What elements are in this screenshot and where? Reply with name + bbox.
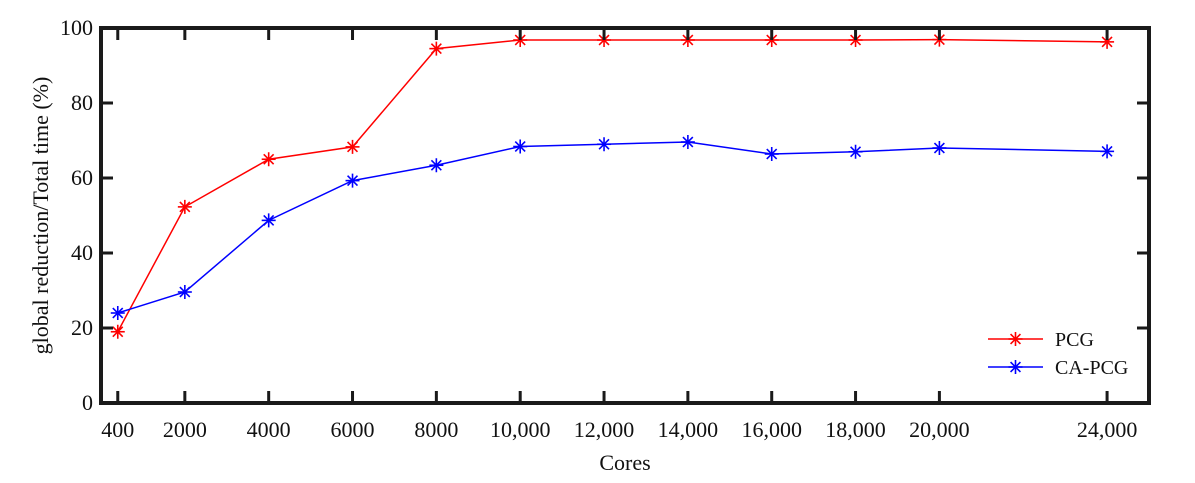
x-tick-label: 16,000 [741, 417, 802, 442]
y-tick-label: 100 [60, 15, 93, 40]
x-tick-label: 4000 [247, 417, 291, 442]
data-point-pcg [110, 324, 125, 339]
data-point-ca-pcg [177, 285, 192, 299]
x-tick-label: 24,000 [1077, 417, 1138, 442]
y-tick-label: 0 [82, 390, 93, 415]
x-tick-label: 10,000 [490, 417, 551, 442]
legend-label: PCG [1055, 329, 1094, 351]
x-axis-title: Cores [599, 450, 650, 475]
data-point-ca-pcg [261, 213, 276, 228]
ticks-layer: 0 20 40 60 80 100 400 2000 4000 6000 8000 10,000 12,… [60, 15, 1149, 442]
series-layer [110, 32, 1115, 339]
data-point-ca-pcg [345, 173, 360, 188]
y-tick-label: 40 [71, 240, 93, 265]
data-point-ca-pcg [848, 144, 863, 159]
x-tick-label: 6000 [331, 417, 375, 442]
x-tick-label: 12,000 [574, 417, 635, 442]
data-point-pcg [1100, 34, 1115, 49]
y-tick-label: 20 [71, 315, 93, 340]
legend: PCG CA-PCG [988, 329, 1128, 379]
x-tick-label: 8000 [414, 417, 458, 442]
data-point-pcg [177, 199, 192, 214]
data-point-ca-pcg [680, 135, 695, 149]
data-point-ca-pcg [513, 139, 528, 154]
data-point-ca-pcg [429, 158, 444, 173]
legend-label: CA-PCG [1055, 357, 1128, 379]
data-point-pcg [429, 41, 444, 56]
plot-frame [99, 26, 1151, 405]
legend-marker [1008, 332, 1023, 346]
y-axis-title: global reduction/Total time (%) [28, 77, 53, 355]
y-tick-label: 80 [71, 90, 93, 115]
series-line-ca-pcg [117, 141, 1108, 314]
x-tick-label: 14,000 [658, 417, 719, 442]
data-point-pcg [261, 152, 276, 167]
x-tick-label: 20,000 [909, 417, 970, 442]
data-point-ca-pcg [110, 306, 125, 320]
y-tick-label: 60 [71, 165, 93, 190]
data-point-ca-pcg [764, 147, 779, 161]
data-point-ca-pcg [597, 137, 612, 152]
x-tick-label: 18,000 [825, 417, 886, 442]
series-line-pcg [117, 38, 1108, 333]
data-point-ca-pcg [932, 141, 947, 155]
data-point-pcg [345, 139, 360, 154]
legend-marker [1008, 360, 1023, 374]
x-tick-label: 2000 [163, 417, 207, 442]
plot-area [99, 26, 1151, 405]
x-tick-label: 400 [101, 417, 134, 442]
data-point-ca-pcg [1100, 144, 1115, 159]
